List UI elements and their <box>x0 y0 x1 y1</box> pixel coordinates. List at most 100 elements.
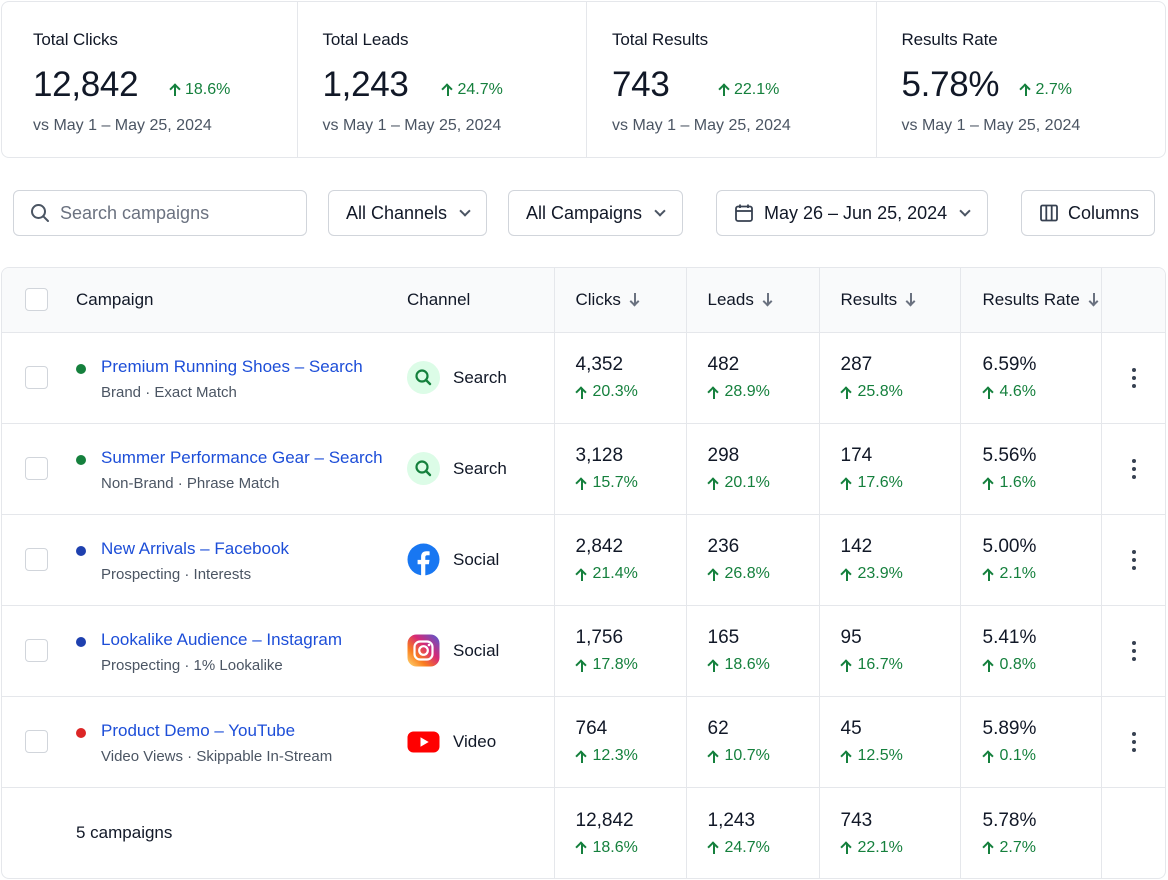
arrow-up-icon <box>983 750 994 763</box>
change-value: 2.7% <box>999 838 1036 856</box>
results-change: 12.5% <box>841 747 960 765</box>
clicks-value: 4,352 <box>575 354 624 375</box>
cell-campaign: Summer Performance Gear – Search Non-Bra… <box>76 423 407 515</box>
change-value: 26.8% <box>724 565 770 582</box>
cell-campaign: Product Demo – YouTube Video Views · Ski… <box>76 696 407 788</box>
change-value: 20.3% <box>592 383 638 400</box>
leads-value: 62 <box>707 718 729 739</box>
search-icon <box>407 452 440 485</box>
cell-channel: Video <box>407 696 554 788</box>
header-campaign[interactable]: Campaign <box>76 268 407 333</box>
cell-campaign: Premium Running Shoes – Search Brand · E… <box>76 332 407 424</box>
more-options-icon[interactable] <box>1102 367 1166 388</box>
change-value: 23.9% <box>857 565 903 582</box>
table-row[interactable]: Premium Running Shoes – Search Brand · E… <box>2 332 1166 424</box>
columns-button[interactable]: Columns <box>1021 190 1155 236</box>
header-channel[interactable]: Channel <box>407 268 554 333</box>
change-value: 21.4% <box>592 565 638 582</box>
channel-filter-dropdown[interactable]: All Channels <box>328 190 487 236</box>
cell-rate: 5.56% 1.6% <box>959 423 1101 515</box>
rate-change: 1.6% <box>983 474 1101 492</box>
results-change: 16.7% <box>841 656 960 674</box>
more-options-icon[interactable] <box>1102 458 1166 479</box>
cell-channel: Social <box>407 514 554 606</box>
row-checkbox[interactable] <box>25 548 48 571</box>
header-results[interactable]: Results <box>818 268 960 333</box>
cell-leads: 62 10.7% <box>685 696 819 788</box>
totals-leads-value: 1,243 <box>707 809 756 831</box>
sort-arrow-icon <box>906 292 916 306</box>
table-row[interactable]: New Arrivals – Facebook Prospecting · In… <box>2 514 1166 606</box>
totals-results-value: 743 <box>840 809 873 831</box>
campaign-subtitle: Prospecting · Interests <box>101 565 252 583</box>
rate-value: 6.59% <box>982 354 1037 375</box>
search-input[interactable] <box>60 202 290 224</box>
table-header-row: Campaign Channel Clicks Leads Results Re… <box>2 268 1165 333</box>
leads-value: 482 <box>707 354 740 375</box>
cell-channel: Search <box>407 332 554 424</box>
search-icon <box>31 204 49 222</box>
header-clicks[interactable]: Clicks <box>553 268 686 333</box>
leads-change: 26.8% <box>708 565 819 583</box>
table-row[interactable]: Summer Performance Gear – Search Non-Bra… <box>2 423 1166 515</box>
row-checkbox[interactable] <box>25 366 48 389</box>
more-options-icon[interactable] <box>1102 731 1166 752</box>
totals-results-change: 22.1% <box>841 839 960 857</box>
cell-rate: 5.00% 2.1% <box>959 514 1101 606</box>
table-row[interactable]: Lookalike Audience – Instagram Prospecti… <box>2 605 1166 697</box>
more-options-icon[interactable] <box>1102 640 1166 661</box>
date-range-picker[interactable]: May 26 – Jun 25, 2024 <box>716 190 988 236</box>
rate-value: 5.56% <box>982 445 1037 466</box>
cell-leads: 165 18.6% <box>685 605 819 697</box>
table-row[interactable]: Product Demo – YouTube Video Views · Ski… <box>2 696 1166 788</box>
header-results-rate[interactable]: Results Rate <box>959 268 1101 333</box>
rate-change: 0.1% <box>983 747 1101 765</box>
arrow-up-icon <box>983 841 994 855</box>
rate-change: 4.6% <box>983 383 1101 401</box>
arrow-up-icon <box>576 477 587 490</box>
campaign-name-link[interactable]: Lookalike Audience – Instagram <box>101 629 342 649</box>
instagram-icon <box>407 634 440 667</box>
search-box[interactable] <box>13 190 307 236</box>
campaign-filter-dropdown[interactable]: All Campaigns <box>508 190 683 236</box>
header-leads[interactable]: Leads <box>685 268 819 333</box>
arrow-up-icon <box>576 841 587 855</box>
kpi-title: Total Results <box>612 30 709 49</box>
status-dot <box>76 636 86 647</box>
change-value: 20.1% <box>724 474 770 491</box>
kpi-title: Total Leads <box>322 30 409 49</box>
campaign-name-link[interactable]: Summer Performance Gear – Search <box>101 447 383 467</box>
leads-value: 236 <box>707 536 740 557</box>
change-value: 25.8% <box>857 383 903 400</box>
arrow-up-icon <box>576 568 587 581</box>
kpi-card-total-results: Total Results 743 22.1% vs May 1 – May 2… <box>587 2 877 157</box>
kpi-title: Total Clicks <box>33 30 118 49</box>
row-checkbox[interactable] <box>25 639 48 662</box>
kpi-comparison: vs May 1 – May 25, 2024 <box>612 117 791 134</box>
totals-rate: 5.78% 2.7% <box>959 787 1101 878</box>
arrow-up-icon <box>708 750 719 763</box>
cell-clicks: 764 12.3% <box>553 696 686 788</box>
campaign-subtitle: Video Views · Skippable In-Stream <box>101 747 333 765</box>
kpi-card-total-leads: Total Leads 1,243 24.7% vs May 1 – May 2… <box>298 2 587 157</box>
results-value: 45 <box>840 718 862 739</box>
arrow-up-icon <box>841 659 852 672</box>
kpi-change-value: 24.7% <box>457 80 503 98</box>
campaign-name-link[interactable]: Premium Running Shoes – Search <box>101 356 363 376</box>
row-checkbox[interactable] <box>25 730 48 753</box>
arrow-up-icon <box>841 568 852 581</box>
campaign-name-link[interactable]: New Arrivals – Facebook <box>101 538 290 558</box>
arrow-up-icon <box>169 83 180 96</box>
arrow-up-icon <box>442 83 453 96</box>
select-all-checkbox[interactable] <box>25 288 48 312</box>
row-select-cell <box>2 423 76 515</box>
more-options-icon[interactable] <box>1102 549 1166 570</box>
cell-rate: 5.89% 0.1% <box>959 696 1101 788</box>
campaign-name-link[interactable]: Product Demo – YouTube <box>101 720 296 740</box>
totals-leads-change: 24.7% <box>708 839 819 857</box>
cell-actions <box>1100 696 1166 788</box>
kpi-card-total-clicks: Total Clicks 12,842 18.6% vs May 1 – May… <box>2 2 298 157</box>
row-checkbox[interactable] <box>25 457 48 480</box>
columns-label: Columns <box>1068 202 1140 223</box>
cell-actions <box>1100 332 1166 424</box>
